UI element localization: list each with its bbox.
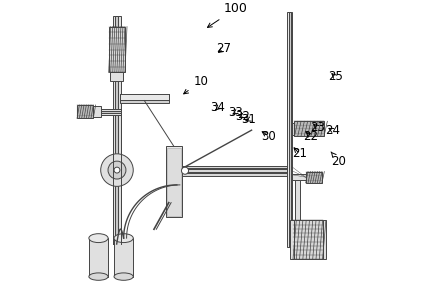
Bar <box>293 174 306 181</box>
Text: 33: 33 <box>228 106 243 119</box>
Text: 32: 32 <box>235 110 250 123</box>
Bar <box>287 12 293 247</box>
Bar <box>89 238 108 277</box>
Ellipse shape <box>89 234 108 243</box>
Bar <box>109 27 125 72</box>
Text: 24: 24 <box>325 124 340 137</box>
Circle shape <box>108 161 126 179</box>
Text: 20: 20 <box>331 152 346 168</box>
Bar <box>306 172 322 183</box>
Bar <box>323 221 326 259</box>
Ellipse shape <box>89 273 108 280</box>
Bar <box>120 100 169 103</box>
Bar <box>182 173 287 176</box>
Bar <box>77 105 93 118</box>
Bar <box>166 146 182 218</box>
Circle shape <box>114 167 120 173</box>
Bar <box>114 238 133 277</box>
Bar <box>294 121 324 136</box>
Bar <box>182 170 287 172</box>
Circle shape <box>101 154 133 186</box>
Bar <box>293 123 294 135</box>
Text: 23: 23 <box>310 121 325 134</box>
Ellipse shape <box>114 273 133 280</box>
Text: 34: 34 <box>210 101 225 114</box>
Bar <box>112 16 121 244</box>
Bar <box>182 166 287 168</box>
Ellipse shape <box>114 234 133 243</box>
Bar <box>167 148 181 216</box>
Text: 27: 27 <box>216 42 231 55</box>
Bar <box>290 221 293 259</box>
Circle shape <box>182 167 189 174</box>
Text: 31: 31 <box>241 113 256 126</box>
Bar <box>77 109 121 115</box>
Text: 22: 22 <box>303 130 317 142</box>
Bar <box>110 72 123 81</box>
Bar <box>115 16 118 244</box>
Text: 30: 30 <box>262 130 276 142</box>
Bar <box>289 12 291 247</box>
Bar <box>93 106 101 117</box>
Text: 25: 25 <box>328 70 343 83</box>
Bar <box>293 221 323 259</box>
Text: 10: 10 <box>184 75 208 94</box>
Text: 21: 21 <box>292 147 307 160</box>
Bar <box>295 181 300 221</box>
Bar <box>77 111 121 113</box>
Text: 100: 100 <box>207 2 247 27</box>
Bar <box>120 94 169 100</box>
